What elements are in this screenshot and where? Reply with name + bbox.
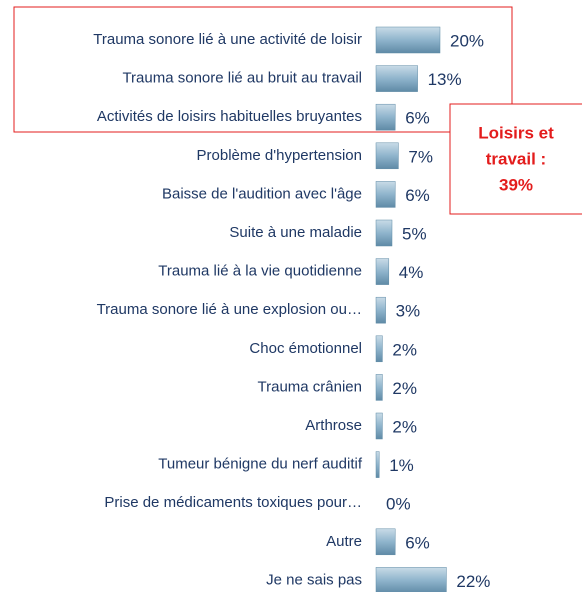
- value-label: 1%: [389, 456, 414, 475]
- category-label: Tumeur bénigne du nerf auditif: [158, 456, 363, 473]
- annotation-box: [449, 103, 582, 215]
- category-label: Suite à une maladie: [229, 224, 362, 241]
- bar: [375, 219, 393, 247]
- bar: [375, 258, 390, 285]
- value-label: 6%: [405, 533, 430, 552]
- value-label: 7%: [408, 147, 433, 166]
- category-label: Trauma sonore lié à une activité de lois…: [93, 31, 362, 48]
- value-label: 13%: [428, 70, 462, 89]
- value-label: 2%: [392, 379, 417, 398]
- annotation-line: 39%: [499, 175, 533, 194]
- bar: [375, 335, 383, 363]
- bar: [375, 528, 396, 556]
- category-label: Trauma sonore lié au bruit au travail: [122, 70, 362, 87]
- value-label: 0%: [386, 495, 411, 514]
- category-label: Trauma sonore lié à une explosion ou…: [97, 301, 362, 318]
- value-label: 4%: [399, 263, 424, 282]
- value-label: 3%: [396, 302, 421, 321]
- value-label: 22%: [456, 572, 490, 591]
- category-label: Trauma crânien: [258, 378, 363, 395]
- bar: [375, 296, 386, 324]
- bar: [375, 65, 418, 92]
- category-label: Prise de médicaments toxiques pour…: [104, 494, 362, 511]
- bar: [375, 374, 383, 401]
- value-label: 6%: [405, 109, 430, 128]
- category-label: Trauma lié à la vie quotidienne: [158, 263, 362, 280]
- bar: [375, 181, 396, 208]
- value-label: 5%: [402, 224, 427, 243]
- category-label: Baisse de l'audition avec l'âge: [162, 185, 362, 202]
- highlight-box: [13, 6, 513, 133]
- category-label: Arthrose: [305, 417, 362, 434]
- bar: [375, 451, 380, 478]
- bar: [375, 103, 396, 131]
- annotation-line: travail :: [486, 149, 546, 168]
- bar: [375, 412, 383, 440]
- value-label: 6%: [405, 186, 430, 205]
- category-label: Je ne sais pas: [266, 571, 362, 588]
- value-label: 20%: [450, 31, 484, 50]
- bar: [375, 26, 441, 54]
- bar: [375, 567, 447, 592]
- category-label: Autre: [326, 533, 362, 550]
- category-label: Problème d'hypertension: [197, 147, 362, 164]
- bar: [375, 142, 399, 170]
- category-label: Choc émotionnel: [249, 340, 362, 357]
- annotation-line: Loisirs et: [478, 123, 554, 142]
- value-label: 2%: [392, 417, 417, 436]
- category-label: Activités de loisirs habituelles bruyant…: [97, 108, 362, 125]
- value-label: 2%: [392, 340, 417, 359]
